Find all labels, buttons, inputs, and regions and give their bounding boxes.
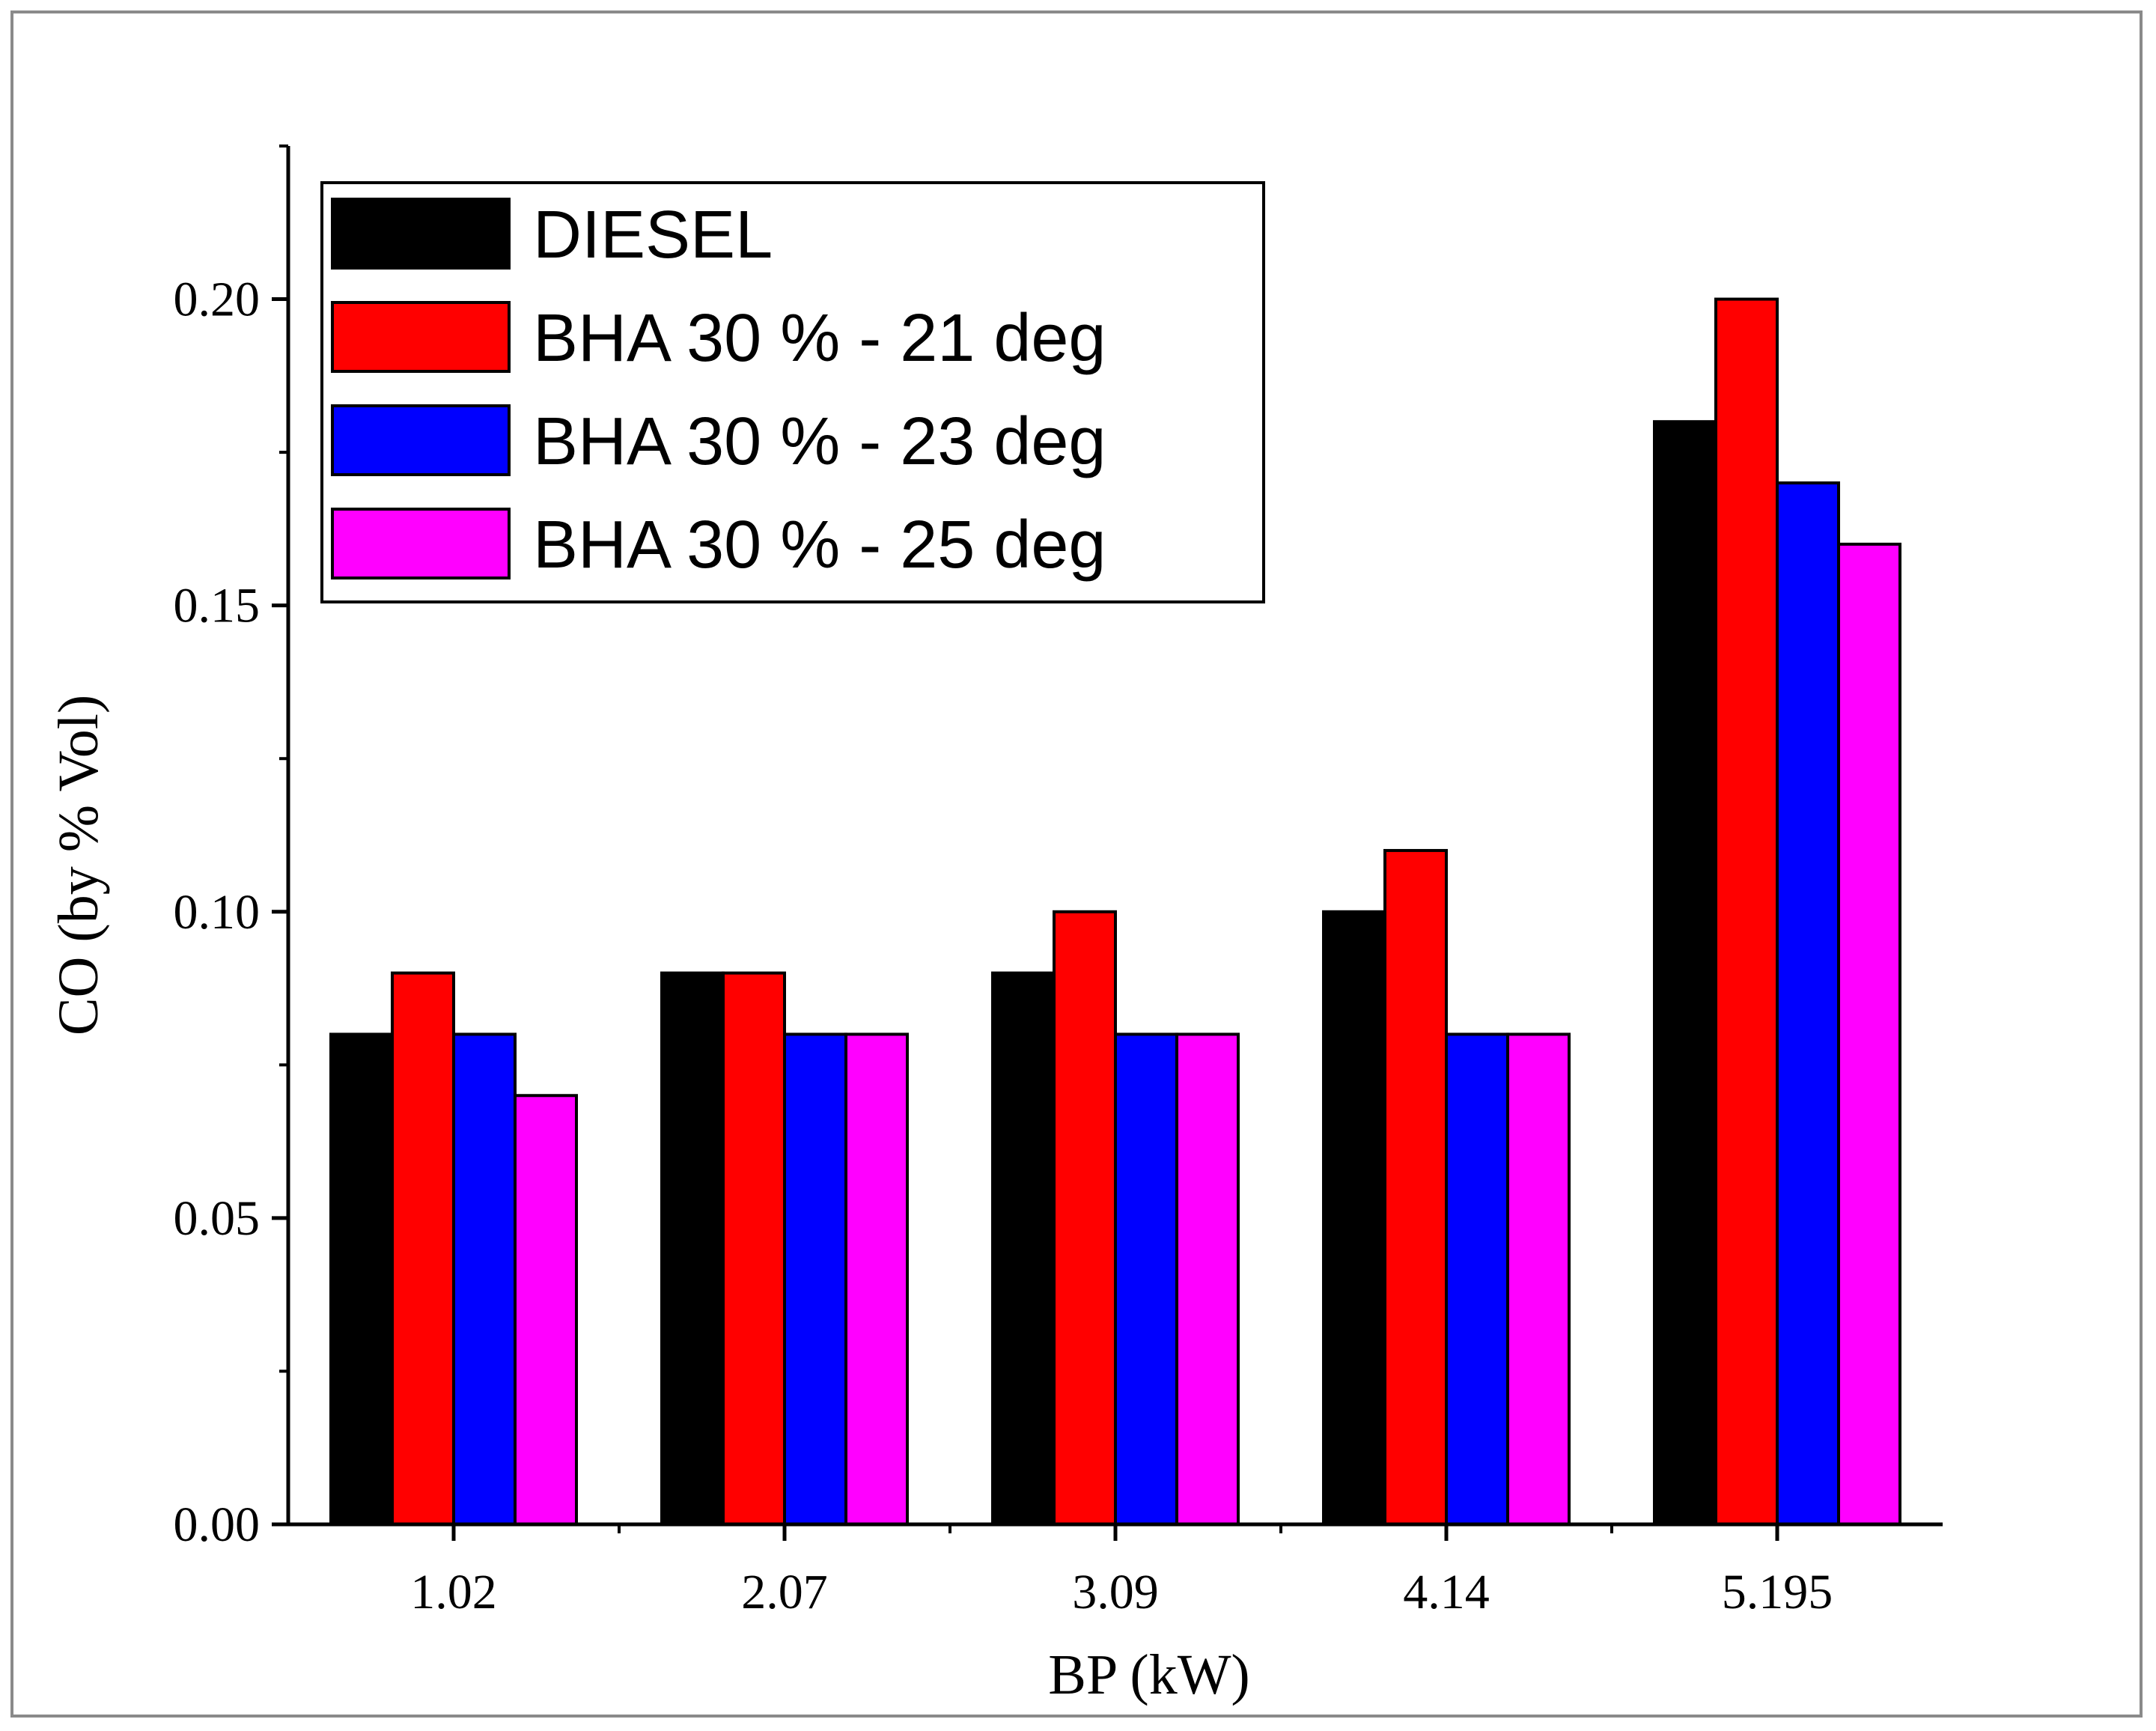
x-tick-label: 2.07 — [741, 1565, 828, 1619]
bar-bha-30-25-deg-5_195 — [1837, 542, 1901, 1526]
bar-bha-30-21-deg-2_07 — [722, 971, 786, 1526]
bar-diesel-4_14 — [1322, 910, 1386, 1527]
bar-diesel-1_02 — [329, 1032, 394, 1526]
bar-bha-30-23-deg-2_07 — [783, 1032, 847, 1526]
bar-bha-30-21-deg-4_14 — [1383, 848, 1448, 1526]
bar-bha-30-25-deg-1_02 — [514, 1094, 578, 1526]
bar-bha-30-21-deg-5_195 — [1714, 297, 1779, 1526]
bar-bha-30-25-deg-4_14 — [1506, 1032, 1571, 1526]
bar-bha-30-25-deg-2_07 — [844, 1032, 909, 1526]
legend-swatch — [331, 404, 511, 476]
x-tick-label: 1.02 — [410, 1565, 497, 1619]
legend-swatch — [331, 301, 511, 373]
bar-bha-30-21-deg-3_09 — [1053, 910, 1117, 1527]
legend-swatch — [331, 508, 511, 579]
legend: DIESEL BHA 30 % - 21 deg BHA 30 % - 23 deg… — [320, 181, 1265, 603]
y-tick-label: 0.05 — [174, 1191, 261, 1246]
x-axis-title: BP (kW) — [1048, 1643, 1250, 1706]
bar-bha-30-25-deg-3_09 — [1175, 1032, 1240, 1526]
x-tick-label: 3.09 — [1072, 1565, 1159, 1619]
legend-swatch — [331, 198, 511, 270]
bar-bha-30-21-deg-1_02 — [391, 971, 455, 1526]
bar-bha-30-23-deg-3_09 — [1114, 1032, 1178, 1526]
legend-label: BHA 30 % - 25 deg — [533, 508, 1106, 582]
bar-bha-30-23-deg-1_02 — [452, 1032, 517, 1526]
bar-bha-30-23-deg-5_195 — [1776, 481, 1840, 1526]
legend-label: DIESEL — [533, 198, 773, 273]
figure-frame — [10, 10, 2143, 1718]
bar-diesel-3_09 — [991, 971, 1056, 1526]
x-tick-label: 5.195 — [1722, 1565, 1833, 1619]
y-axis-title: CO (by % Vol) — [47, 695, 110, 1035]
y-tick-label: 0.20 — [174, 273, 261, 327]
y-tick-label: 0.10 — [174, 885, 261, 940]
y-tick-label: 0.00 — [174, 1497, 261, 1552]
legend-label: BHA 30 % - 23 deg — [533, 404, 1106, 479]
x-tick-label: 4.14 — [1403, 1565, 1490, 1619]
bar-bha-30-23-deg-4_14 — [1445, 1032, 1509, 1526]
y-tick-label: 0.15 — [174, 579, 261, 633]
bar-diesel-5_195 — [1653, 420, 1717, 1527]
bar-diesel-2_07 — [660, 971, 725, 1526]
legend-label: BHA 30 % - 21 deg — [533, 301, 1106, 376]
